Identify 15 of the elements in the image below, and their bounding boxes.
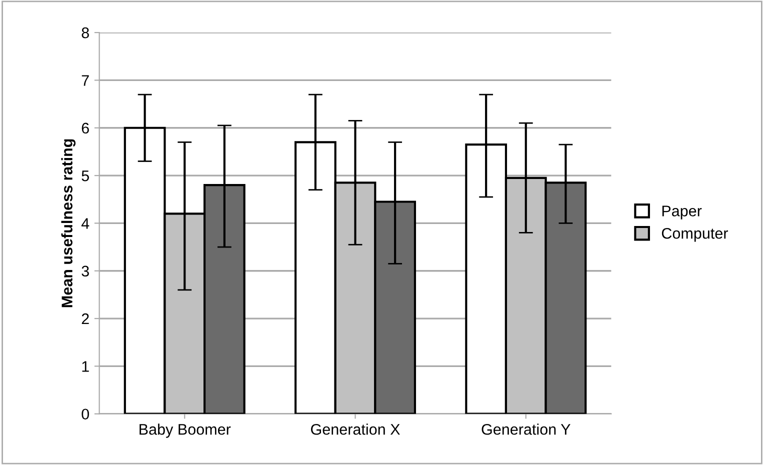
legend-label: Computer (662, 228, 728, 242)
x-tick-label: Generation X (311, 424, 400, 435)
y-tick-label: 8 (82, 27, 89, 38)
x-tick-label: Generation Y (482, 424, 570, 435)
y-tick-label: 2 (82, 313, 89, 324)
y-tick-label: 7 (82, 75, 89, 86)
legend-label: Paper (662, 206, 702, 220)
y-tick-label: 0 (82, 408, 89, 420)
x-tick-label: Baby Boomer (140, 424, 231, 438)
y-tick-label: 5 (82, 170, 89, 182)
y-tick-label: 6 (82, 122, 89, 134)
y-axis-title: Mean usefulness rating (61, 139, 76, 308)
y-tick-label: 4 (81, 218, 90, 229)
y-tick-label: 1 (82, 361, 89, 372)
y-tick-label: 3 (82, 266, 89, 277)
